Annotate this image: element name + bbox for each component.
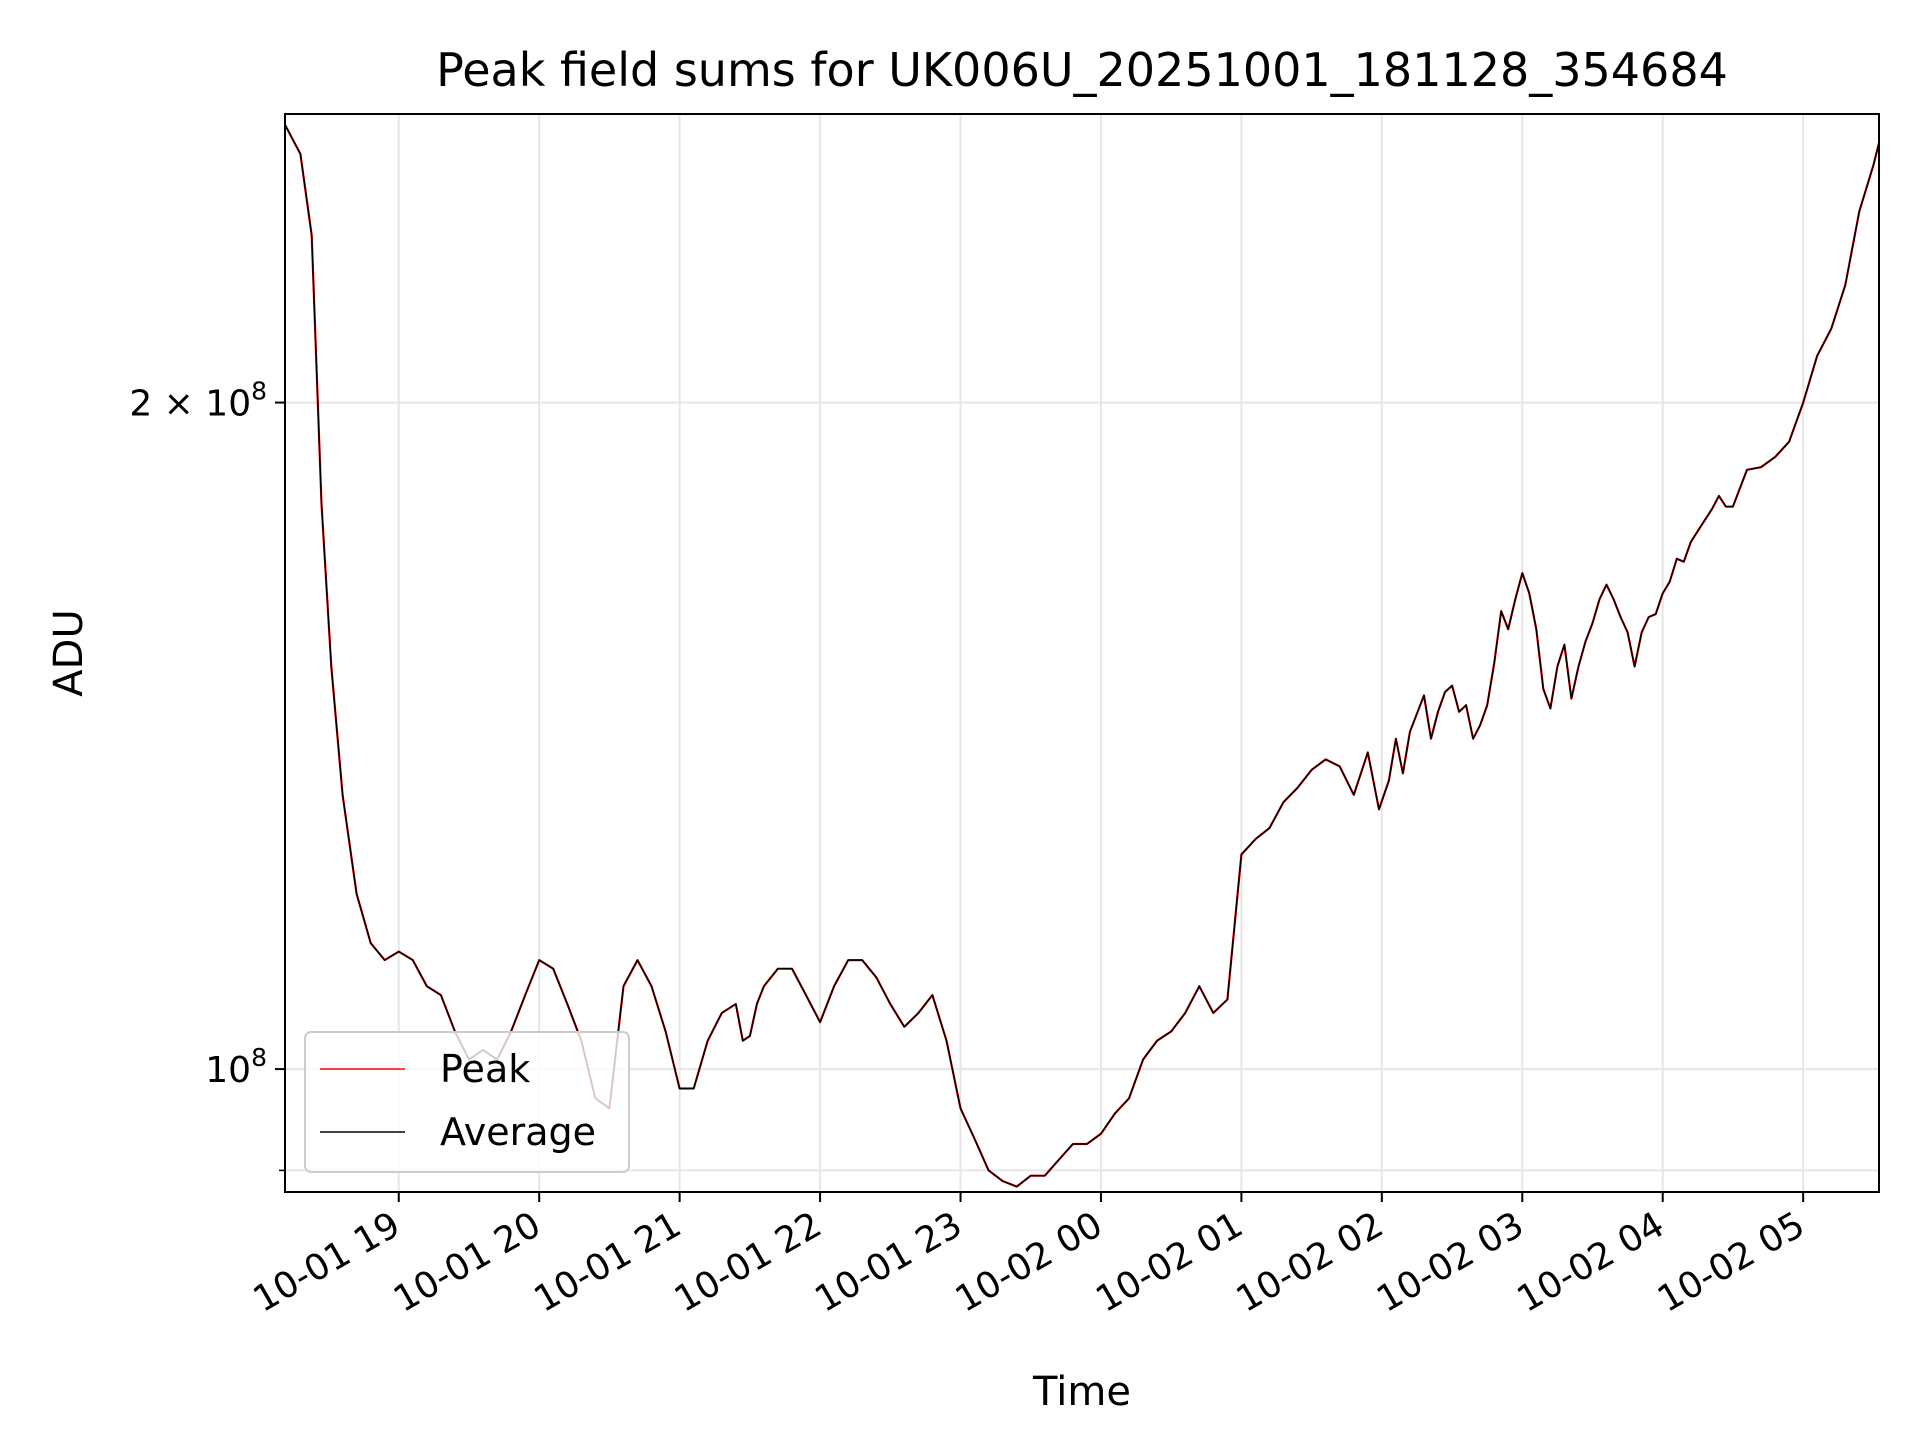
legend-label-average: Average [440, 1110, 596, 1154]
chart-title: Peak field sums for UK006U_20251001_1811… [436, 43, 1728, 97]
legend: Peak Average [304, 1031, 630, 1173]
y-tick-label: 108 [205, 1043, 267, 1091]
y-axis-label: ADU [46, 609, 92, 696]
legend-box [304, 1031, 630, 1173]
grid [285, 114, 1879, 1192]
x-axis-label: Time [1032, 1369, 1131, 1415]
y-tick-label: 2 × 108 [129, 377, 267, 425]
legend-label-peak: Peak [440, 1047, 530, 1091]
plot-frame [284, 113, 1880, 1193]
y-axis-ticks: 108 2 × 108 [129, 377, 285, 1172]
